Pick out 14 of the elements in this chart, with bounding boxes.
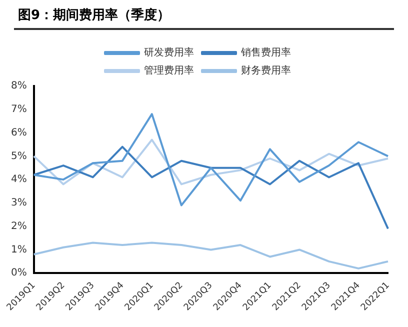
legend-label: 研发费用率 — [144, 46, 194, 59]
y-tick-label: 8% — [10, 80, 27, 92]
y-tick-label: 0% — [10, 268, 27, 279]
y-tick-label: 5% — [10, 150, 27, 162]
y-tick-label: 3% — [10, 198, 27, 209]
y-tick-label: 2% — [10, 220, 27, 232]
legend-label: 财务费用率 — [241, 64, 291, 77]
y-tick-label: 7% — [10, 104, 27, 115]
legend-label: 管理费用率 — [144, 64, 194, 77]
legend-label: 销售费用率 — [240, 46, 291, 59]
y-tick-label: 6% — [10, 127, 27, 138]
y-tick-label: 4% — [10, 174, 27, 186]
chart-title: 图9：期间费用率（季度） — [18, 6, 170, 24]
y-tick-label: 1% — [10, 244, 27, 256]
